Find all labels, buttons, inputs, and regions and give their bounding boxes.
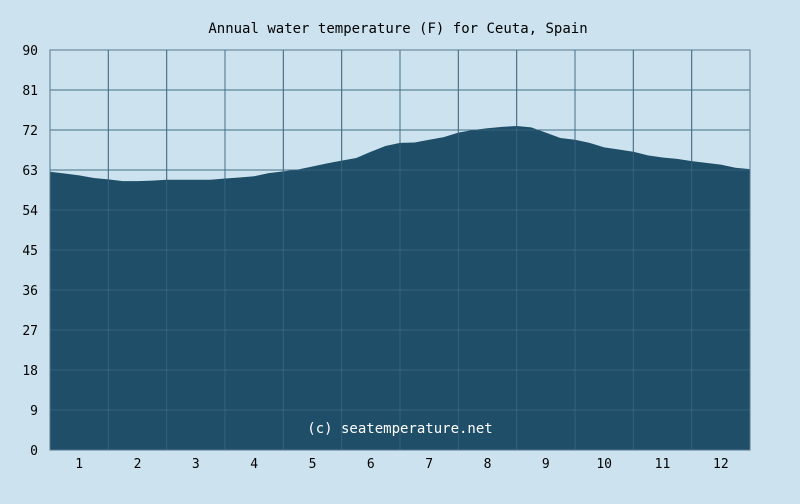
x-tick-label: 10 [596,457,612,472]
x-tick-label: 6 [367,457,375,472]
y-tick-label: 9 [30,404,38,419]
y-tick-label: 27 [22,324,38,339]
x-tick-label: 8 [484,457,492,472]
watermark-text: (c) seatemperature.net [307,421,492,437]
x-axis: 1 2 3 4 5 6 7 8 9 10 11 12 [75,457,728,472]
x-tick-label: 9 [542,457,550,472]
y-tick-label: 18 [22,364,38,379]
x-tick-label: 12 [713,457,729,472]
y-tick-label: 63 [22,164,38,179]
y-tick-label: 36 [22,284,38,299]
y-tick-label: 45 [22,244,38,259]
x-tick-label: 3 [192,457,200,472]
y-tick-label: 72 [22,124,38,139]
x-tick-label: 4 [250,457,258,472]
y-tick-label: 54 [22,204,38,219]
y-axis: 0 9 18 27 36 45 54 63 72 81 90 [22,44,38,459]
y-tick-label: 90 [22,44,38,59]
x-tick-label: 11 [655,457,671,472]
y-tick-label: 81 [22,84,38,99]
x-tick-label: 7 [425,457,433,472]
x-tick-label: 1 [75,457,83,472]
plot-border [49,49,751,451]
y-tick-label: 0 [30,444,38,459]
x-tick-label: 2 [134,457,142,472]
x-tick-label: 5 [309,457,317,472]
chart-title: Annual water temperature (F) for Ceuta, … [208,21,587,37]
